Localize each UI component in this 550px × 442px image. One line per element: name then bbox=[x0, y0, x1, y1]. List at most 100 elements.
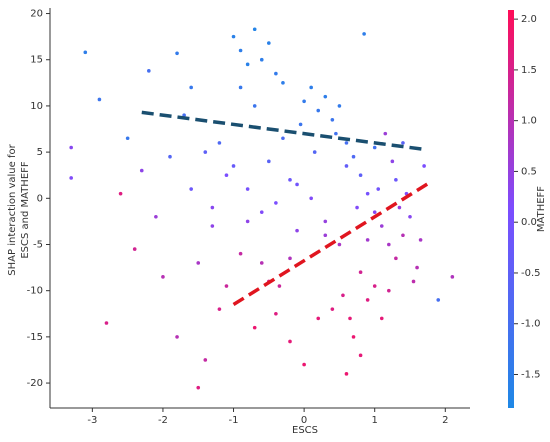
point bbox=[83, 50, 88, 55]
colorbar-tick-label: 1.5 bbox=[521, 65, 537, 76]
point bbox=[274, 71, 278, 76]
point bbox=[365, 298, 370, 302]
point bbox=[139, 168, 144, 173]
point bbox=[365, 191, 370, 196]
point bbox=[288, 256, 292, 261]
point bbox=[351, 154, 356, 159]
point bbox=[344, 164, 349, 168]
point bbox=[323, 94, 328, 99]
y-tick-label: 10 bbox=[30, 101, 43, 112]
point bbox=[252, 27, 257, 32]
point bbox=[231, 164, 236, 168]
point bbox=[175, 335, 179, 339]
point bbox=[267, 41, 271, 45]
point bbox=[302, 362, 306, 367]
y-tick-label: -10 bbox=[27, 286, 43, 297]
point bbox=[358, 173, 363, 178]
point bbox=[104, 321, 109, 325]
point bbox=[397, 205, 402, 210]
x-tick-label: 0 bbox=[301, 415, 307, 426]
colorbar bbox=[508, 10, 514, 408]
point bbox=[69, 176, 73, 180]
point bbox=[168, 154, 172, 159]
point bbox=[323, 219, 328, 224]
point bbox=[203, 358, 208, 362]
point bbox=[411, 279, 416, 284]
point bbox=[245, 187, 250, 191]
y-tick-label: -5 bbox=[33, 239, 43, 250]
point bbox=[132, 247, 137, 251]
point bbox=[217, 141, 222, 145]
point bbox=[154, 214, 158, 219]
colorbar-tick-label: -0.5 bbox=[521, 268, 541, 279]
point bbox=[358, 353, 363, 358]
point bbox=[344, 141, 349, 145]
point bbox=[298, 122, 303, 127]
point bbox=[281, 136, 285, 141]
point bbox=[334, 131, 338, 136]
colorbar-tick-label: 0.5 bbox=[521, 166, 537, 177]
point bbox=[147, 69, 151, 73]
point bbox=[394, 256, 398, 261]
x-tick-label: -3 bbox=[87, 415, 97, 426]
point bbox=[97, 97, 102, 102]
point bbox=[387, 288, 391, 293]
point bbox=[383, 131, 388, 136]
point bbox=[309, 85, 313, 90]
trend-line bbox=[141, 110, 425, 152]
point bbox=[281, 81, 285, 85]
colorbar-tick-label: -1.5 bbox=[521, 369, 541, 380]
point bbox=[387, 242, 391, 247]
point bbox=[210, 205, 215, 210]
point bbox=[231, 34, 236, 39]
point bbox=[245, 219, 250, 224]
colorbar-tick-label: 1.0 bbox=[521, 116, 537, 127]
point bbox=[295, 182, 299, 187]
point bbox=[316, 316, 321, 321]
point bbox=[302, 99, 306, 104]
point bbox=[196, 261, 201, 265]
point bbox=[224, 173, 229, 178]
x-tick-label: -1 bbox=[229, 415, 239, 426]
point bbox=[372, 210, 377, 214]
point bbox=[394, 178, 398, 182]
point bbox=[355, 205, 359, 210]
x-tick-label: 2 bbox=[442, 415, 448, 426]
point bbox=[245, 62, 250, 67]
point bbox=[312, 150, 317, 154]
point bbox=[309, 196, 313, 201]
y-tick-label: 0 bbox=[37, 193, 43, 204]
point bbox=[337, 242, 342, 247]
point bbox=[252, 325, 257, 330]
y-axis-label: SHAP interaction value for bbox=[7, 143, 18, 275]
point bbox=[259, 57, 264, 62]
point bbox=[372, 145, 377, 150]
colorbar-label: MATHEFF bbox=[536, 186, 547, 232]
y-tick-label: 15 bbox=[30, 55, 43, 66]
point bbox=[418, 238, 423, 242]
point bbox=[267, 159, 271, 164]
point bbox=[238, 48, 243, 53]
x-tick-label: 1 bbox=[372, 415, 378, 426]
y-tick-label: 5 bbox=[37, 147, 43, 158]
point bbox=[189, 85, 193, 90]
y-tick-label: -20 bbox=[27, 378, 43, 389]
point bbox=[323, 233, 328, 238]
point bbox=[288, 339, 292, 344]
point bbox=[69, 145, 73, 150]
point bbox=[125, 136, 130, 141]
colorbar-tick-label: 2.0 bbox=[521, 14, 537, 25]
point bbox=[252, 104, 257, 108]
point bbox=[450, 275, 455, 279]
point bbox=[274, 311, 278, 316]
point bbox=[365, 238, 370, 242]
point bbox=[436, 298, 441, 302]
colorbar-tick-label: -1.0 bbox=[521, 319, 541, 330]
point bbox=[175, 51, 179, 56]
point bbox=[401, 141, 405, 145]
point bbox=[196, 385, 201, 390]
point bbox=[348, 316, 352, 321]
x-tick-label: -2 bbox=[158, 415, 168, 426]
point bbox=[259, 261, 264, 265]
